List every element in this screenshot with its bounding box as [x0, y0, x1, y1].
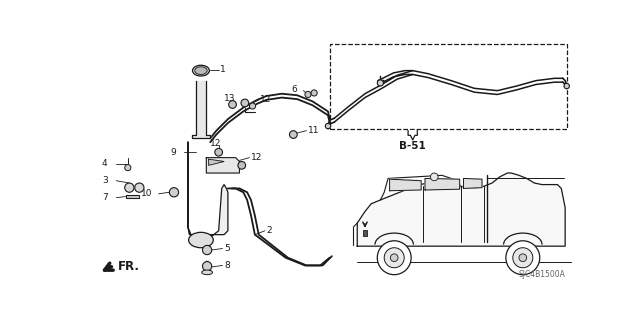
Circle shape [125, 183, 134, 192]
Circle shape [250, 103, 255, 109]
Circle shape [564, 83, 570, 89]
Polygon shape [463, 178, 482, 189]
Polygon shape [126, 195, 140, 198]
Ellipse shape [193, 65, 209, 76]
Circle shape [378, 241, 411, 275]
Circle shape [311, 90, 317, 96]
Text: FR.: FR. [118, 260, 140, 273]
Circle shape [519, 254, 527, 262]
Ellipse shape [202, 270, 212, 275]
Text: 13: 13 [224, 94, 235, 103]
Text: SJC4B1500A: SJC4B1500A [518, 270, 565, 279]
Circle shape [202, 245, 212, 255]
Circle shape [289, 131, 297, 138]
Text: 11: 11 [308, 126, 319, 135]
Text: 12: 12 [210, 138, 221, 147]
Ellipse shape [195, 67, 207, 74]
Bar [330, 44, 566, 129]
Polygon shape [357, 173, 565, 246]
Polygon shape [408, 131, 417, 140]
Circle shape [135, 183, 144, 192]
Polygon shape [192, 81, 210, 138]
Text: 5: 5 [224, 244, 230, 253]
Circle shape [241, 99, 249, 107]
Text: B-51: B-51 [399, 141, 426, 151]
Text: 4: 4 [102, 159, 108, 168]
Text: 3: 3 [102, 176, 108, 185]
Circle shape [170, 188, 179, 197]
Polygon shape [206, 158, 239, 173]
Ellipse shape [189, 232, 213, 248]
Circle shape [202, 262, 212, 271]
Circle shape [215, 148, 223, 156]
Text: 2: 2 [266, 226, 272, 235]
Text: 1: 1 [220, 65, 226, 74]
Circle shape [228, 101, 236, 108]
Text: 9: 9 [170, 148, 176, 157]
Circle shape [325, 123, 331, 129]
Text: 6: 6 [291, 85, 297, 94]
Text: 10: 10 [141, 189, 153, 198]
Circle shape [384, 248, 404, 268]
Text: 7: 7 [102, 193, 108, 202]
Text: 12: 12 [260, 95, 271, 104]
Bar [363, 230, 367, 236]
Circle shape [390, 254, 398, 262]
Circle shape [378, 80, 383, 86]
Circle shape [506, 241, 540, 275]
Circle shape [125, 165, 131, 171]
Polygon shape [425, 178, 460, 190]
Text: 8: 8 [224, 261, 230, 270]
Circle shape [305, 92, 311, 98]
Circle shape [238, 161, 246, 169]
Polygon shape [390, 179, 421, 191]
Circle shape [431, 173, 438, 181]
Circle shape [513, 248, 533, 268]
Text: 12: 12 [251, 153, 262, 162]
Polygon shape [188, 142, 228, 239]
Polygon shape [209, 159, 224, 165]
